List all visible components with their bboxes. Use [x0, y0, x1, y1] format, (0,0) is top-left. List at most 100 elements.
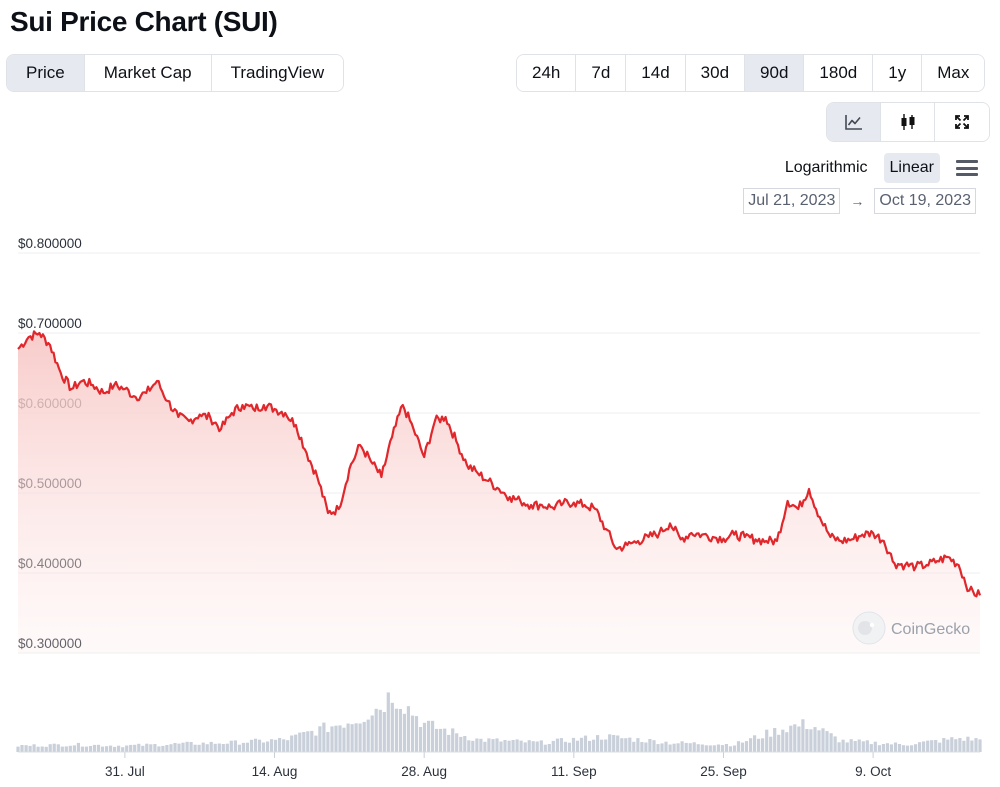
- price-chart[interactable]: $0.800000$0.700000$0.600000$0.500000$0.4…: [0, 230, 1000, 787]
- volume-bar: [736, 741, 741, 752]
- volume-bar: [853, 741, 857, 752]
- volume-bar: [64, 746, 68, 752]
- range-180d-button[interactable]: 180d: [804, 55, 874, 91]
- volume-bar: [753, 735, 757, 752]
- volume-bar: [161, 745, 165, 752]
- date-to-input[interactable]: Oct 19, 2023: [874, 188, 976, 214]
- tab-price[interactable]: Price: [7, 55, 85, 91]
- volume-bar: [539, 740, 543, 752]
- arrow-right-icon: →: [850, 193, 865, 209]
- volume-bar: [761, 738, 765, 752]
- volume-bar: [157, 746, 161, 752]
- volume-bar: [620, 738, 624, 752]
- volume-bar: [910, 745, 914, 752]
- volume-bar: [189, 742, 193, 752]
- volume-bar: [712, 745, 716, 752]
- volume-bar: [209, 741, 213, 752]
- volume-bar: [600, 739, 604, 752]
- volume-bar: [56, 744, 60, 752]
- volume-bar: [801, 719, 805, 752]
- date-from-input[interactable]: Jul 21, 2023: [743, 188, 841, 214]
- coingecko-watermark: CoinGecko: [852, 611, 970, 645]
- volume-bar: [467, 740, 471, 752]
- volume-bar: [266, 741, 270, 752]
- volume-bar: [173, 743, 177, 752]
- range-max-button[interactable]: Max: [922, 55, 985, 91]
- volume-bar: [330, 726, 334, 752]
- volume-bar: [575, 740, 580, 752]
- volume-bar: [402, 713, 406, 752]
- volume-bar: [20, 745, 24, 752]
- range-24h-button[interactable]: 24h: [517, 55, 577, 91]
- hamburger-menu-icon[interactable]: [956, 160, 978, 176]
- volume-bar: [495, 738, 499, 752]
- range-14d-button[interactable]: 14d: [626, 55, 686, 91]
- volume-bar: [636, 738, 640, 752]
- volume-bar: [185, 741, 189, 752]
- candlestick-button[interactable]: [881, 103, 935, 141]
- volume-bar: [813, 727, 817, 752]
- tab-tradingview[interactable]: TradingView: [211, 55, 344, 91]
- volume-bar: [551, 740, 555, 752]
- volume-bar: [487, 738, 491, 752]
- volume-bar: [829, 733, 833, 752]
- x-tick-label: 25. Sep: [700, 764, 747, 779]
- volume-bar: [422, 722, 427, 752]
- volume-bar: [571, 737, 576, 752]
- volume-bar: [865, 740, 869, 752]
- fullscreen-button[interactable]: [935, 103, 989, 141]
- volume-bar: [32, 744, 36, 752]
- volume-bar: [543, 744, 547, 752]
- linear-option[interactable]: Linear: [883, 153, 940, 183]
- volume-bar: [652, 740, 656, 752]
- volume-bar: [869, 744, 873, 752]
- volume-bar: [443, 728, 447, 752]
- volume-bar: [84, 746, 88, 752]
- volume-bar: [40, 746, 44, 752]
- x-tick-label: 11. Sep: [551, 764, 597, 779]
- volume-bar: [278, 738, 282, 752]
- volume-bar: [475, 738, 479, 752]
- volume-bar: [378, 709, 382, 752]
- volume-bar: [914, 744, 918, 752]
- range-30d-button[interactable]: 30d: [685, 55, 746, 91]
- volume-bar: [974, 738, 978, 752]
- range-1y-button[interactable]: 1y: [873, 55, 923, 91]
- volume-bar: [897, 744, 902, 752]
- line-chart-button[interactable]: [827, 103, 881, 141]
- volume-bar: [821, 728, 825, 752]
- volume-bar: [92, 744, 97, 752]
- volume-bar: [849, 739, 853, 752]
- volume-bar: [366, 719, 370, 752]
- volume-bar: [579, 737, 584, 752]
- volume-bar: [80, 746, 84, 752]
- volume-bar: [201, 742, 205, 752]
- volume-bar: [769, 736, 773, 752]
- volume-bar: [28, 745, 32, 752]
- volume-bar: [16, 746, 20, 752]
- tab-market-cap[interactable]: Market Cap: [84, 55, 212, 91]
- volume-bar: [656, 744, 660, 752]
- volume-bar: [535, 741, 539, 752]
- volume-bar: [805, 729, 809, 752]
- logarithmic-option[interactable]: Logarithmic: [784, 159, 868, 176]
- volume-bar: [282, 739, 286, 752]
- x-tick-label: 28. Aug: [401, 764, 447, 779]
- range-7d-button[interactable]: 7d: [576, 55, 627, 91]
- x-axis-labels: 31. Jul 14. Aug 28. Aug 11. Sep 25. Sep 9. Oc…: [18, 751, 980, 779]
- y-tick-label: $0.700000: [18, 316, 82, 331]
- volume-bar: [740, 742, 745, 752]
- volume-bar: [314, 735, 318, 752]
- volume-bar: [44, 746, 48, 752]
- volume-bar: [322, 722, 326, 752]
- volume-bar: [427, 720, 431, 752]
- volume-bar: [105, 746, 109, 752]
- volume-bar: [253, 738, 258, 752]
- volume-bar: [471, 740, 475, 752]
- volume-bar: [624, 738, 628, 752]
- volume-bar: [583, 735, 588, 752]
- range-90d-button[interactable]: 90d: [745, 55, 805, 91]
- volume-bar: [592, 739, 596, 752]
- volume-bar: [245, 742, 249, 752]
- volume-bar: [632, 741, 636, 752]
